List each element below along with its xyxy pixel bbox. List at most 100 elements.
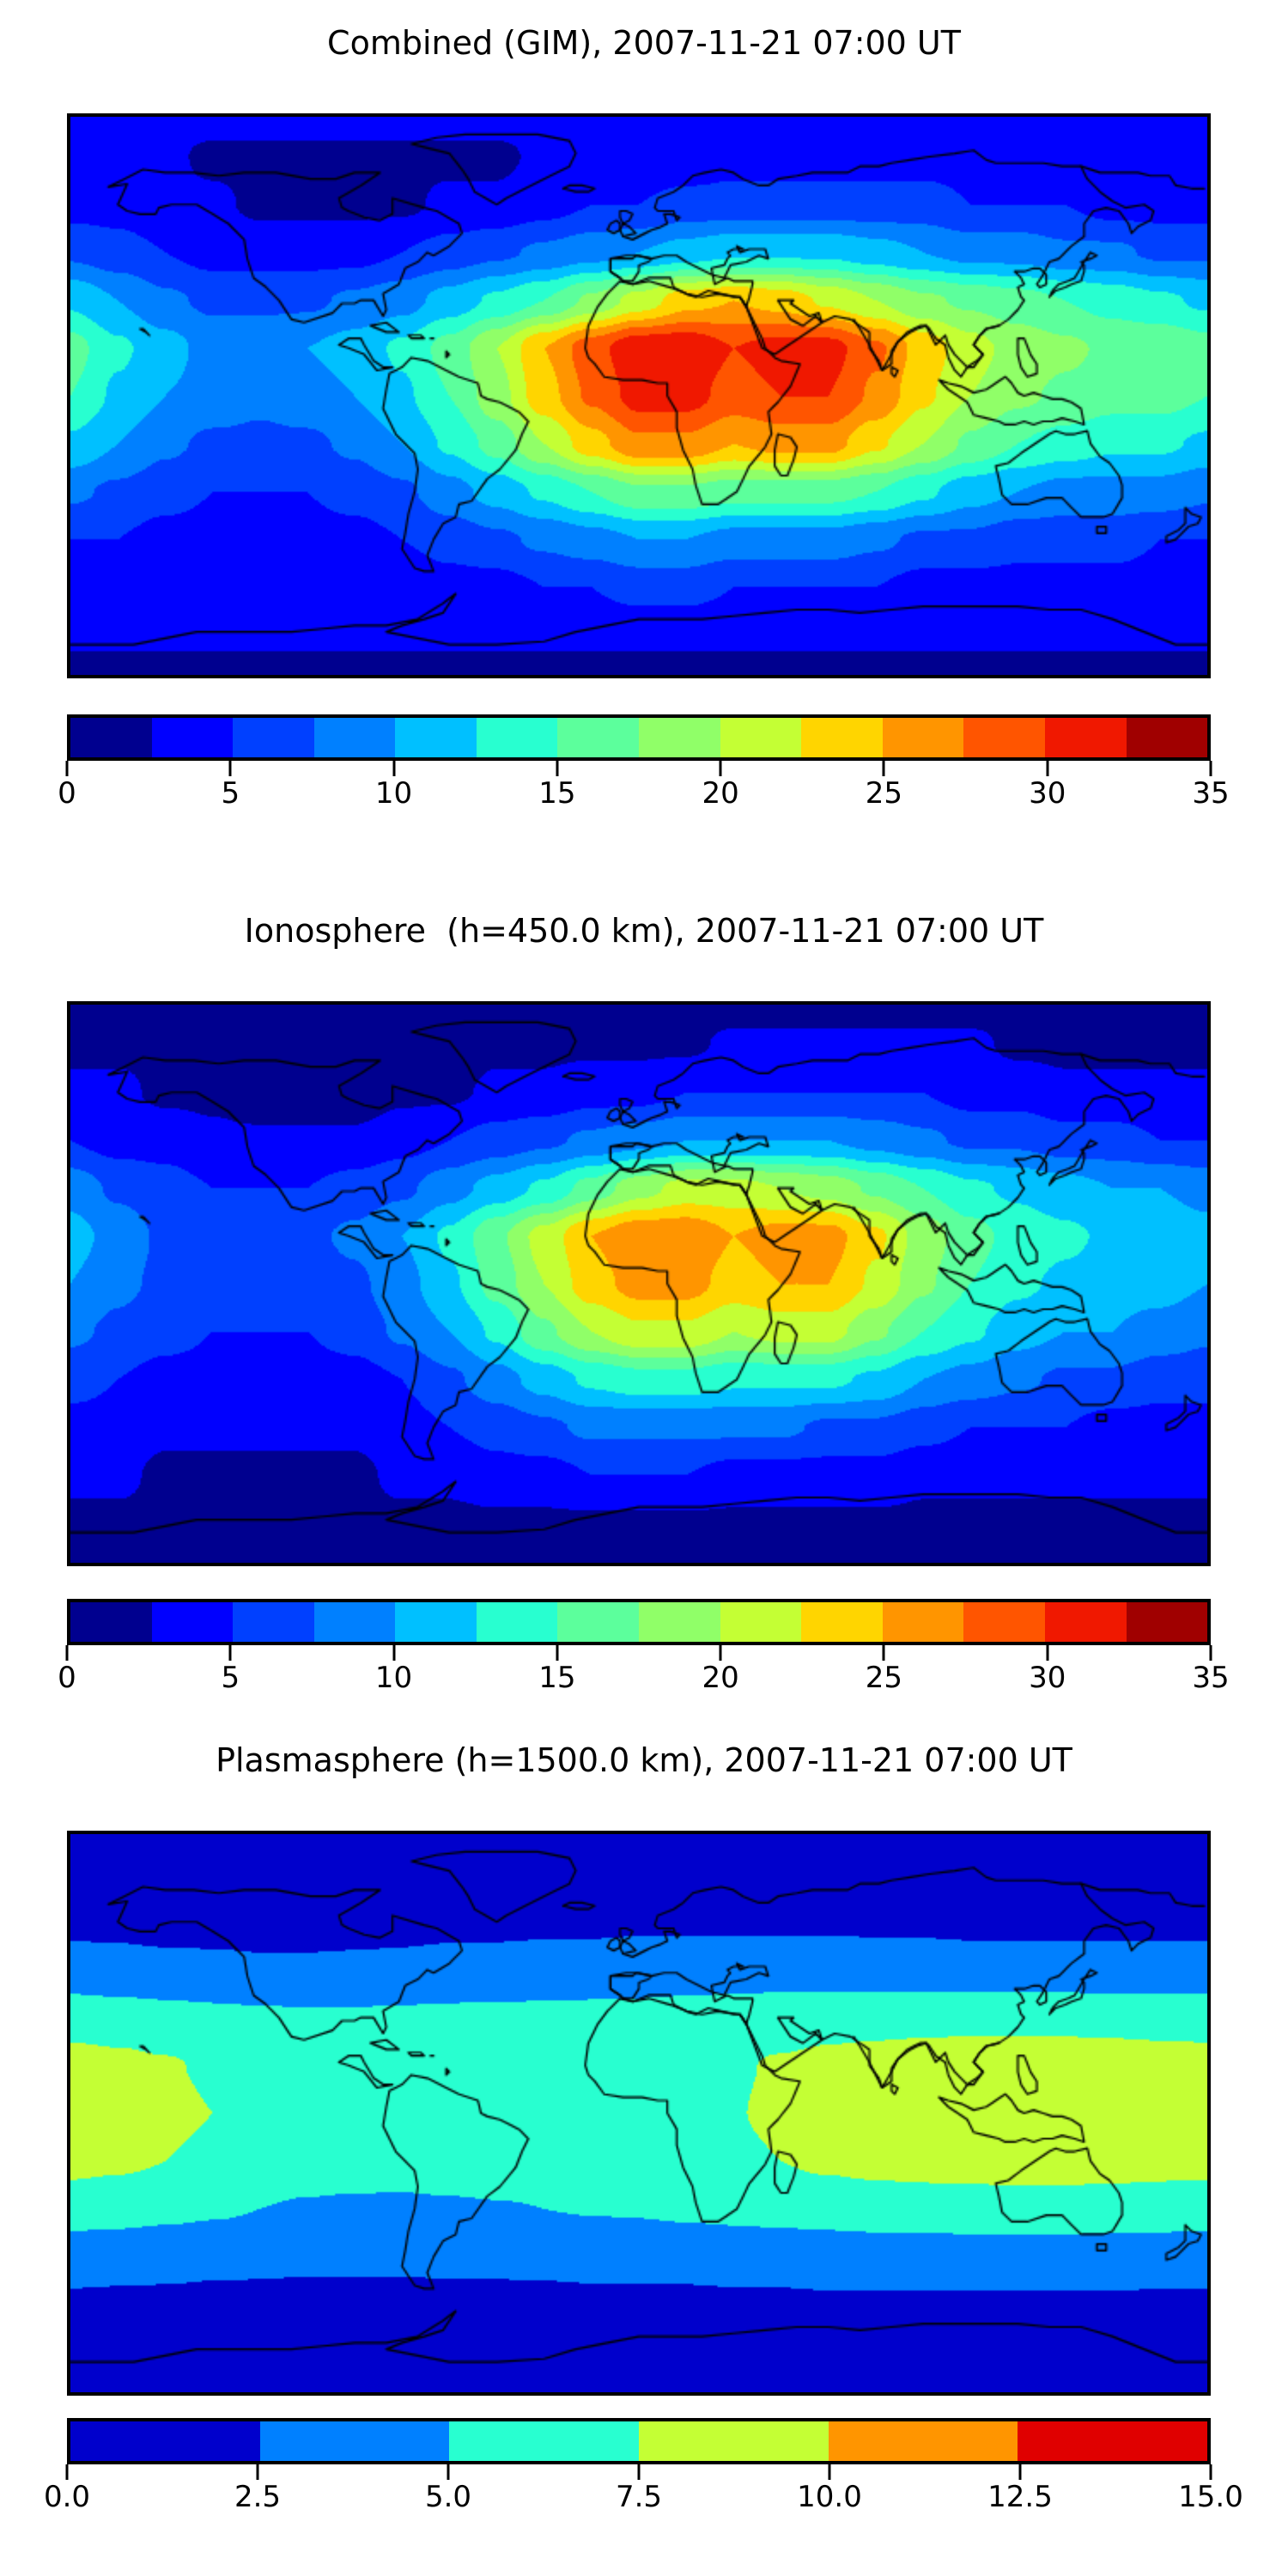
map-canvas-combined [70,117,1207,675]
colorbar-tick [228,761,232,776]
map-ionosphere [67,1001,1211,1566]
colorbar-segment [151,718,234,757]
colorbar-segment [233,1602,314,1642]
colorbar-segment [828,2421,1018,2461]
colorbar-tick [1046,1645,1049,1661]
map-combined-gim [67,113,1211,678]
map-canvas-ionosphere [70,1005,1207,1563]
colorbar-tick-label: 25 [865,776,903,811]
colorbar-segment [639,1602,720,1642]
map-plasmasphere [67,1831,1211,2396]
colorbar-combined: 0 5 10 15 20 25 30 35 [58,714,1230,816]
colorbar-combined-bands [67,714,1211,761]
panel-combined-gim: Combined (GIM), 2007-11-21 07:00 UT 0 5 10… [0,0,1288,859]
colorbar-tick [65,761,69,776]
colorbar-tick [1209,2464,1212,2480]
colorbar-segment [801,718,883,757]
colorbar-tick-label: 15 [538,776,576,811]
colorbar-plasmasphere-ticks [65,2464,1212,2480]
colorbar-segment [449,2421,640,2461]
colorbar-ionosphere-bands [67,1599,1211,1645]
colorbar-segment [313,1602,396,1642]
colorbar-tick [447,2464,450,2480]
colorbar-tick [65,1645,69,1661]
colorbar-segment [259,2421,450,2461]
colorbar-tick-label: 7.5 [615,2480,663,2514]
colorbar-tick [65,2464,69,2480]
colorbar-tick-label: 35 [1192,1661,1230,1695]
colorbar-tick [882,761,885,776]
colorbar-tick [1209,761,1212,776]
panel-title-plasmasphere: Plasmasphere (h=1500.0 km), 2007-11-21 0… [216,1741,1072,1779]
colorbar-segment [1044,1602,1127,1642]
colorbar-tick-label: 30 [1029,1661,1066,1695]
colorbar-segment [233,718,314,757]
colorbar-tick-label: 2.5 [234,2480,282,2514]
colorbar-tick [1209,1645,1212,1661]
colorbar-ionosphere-ticks [65,1645,1212,1661]
colorbar-tick-label: 0 [58,1661,76,1695]
colorbar-tick [1046,761,1049,776]
colorbar-tick-label: 12.5 [987,2480,1053,2514]
panel-title-combined: Combined (GIM), 2007-11-21 07:00 UT [327,24,961,62]
panel-ionosphere: Ionosphere (h=450.0 km), 2007-11-21 07:0… [0,859,1288,1717]
colorbar-tick-label: 20 [702,1661,739,1695]
colorbar-tick-label: 5.0 [424,2480,472,2514]
colorbar-combined-ticks [65,761,1212,776]
colorbar-segment [963,718,1045,757]
colorbar-tick [882,1645,885,1661]
colorbar-tick-label: 10.0 [797,2480,862,2514]
colorbar-tick-label: 35 [1192,776,1230,811]
colorbar-tick [392,761,396,776]
colorbar-segment [476,718,558,757]
panel-plasmasphere: Plasmasphere (h=1500.0 km), 2007-11-21 0… [0,1717,1288,2576]
colorbar-plasmasphere-labels: 0.0 2.5 5.0 7.5 10.0 12.5 15.0 [44,2480,1243,2519]
colorbar-tick [556,761,559,776]
colorbar-tick [228,1645,232,1661]
colorbar-segment [395,1602,477,1642]
colorbar-segment [720,718,802,757]
colorbar-segment [963,1602,1045,1642]
colorbar-tick [256,2464,259,2480]
colorbar-segment [151,1602,234,1642]
colorbar-tick [719,1645,722,1661]
colorbar-tick [392,1645,396,1661]
colorbar-segment [882,718,964,757]
colorbar-tick-label: 0 [58,776,76,811]
colorbar-tick [719,761,722,776]
colorbar-segment [557,1602,640,1642]
colorbar-segment [1018,2421,1208,2461]
map-canvas-plasmasphere [70,1834,1207,2392]
colorbar-segment [639,2421,829,2461]
colorbar-tick-label: 10 [374,1661,413,1695]
colorbar-segment [882,1602,964,1642]
colorbar-segment [70,2421,260,2461]
colorbar-tick-label: 20 [702,776,739,811]
colorbar-segment [70,1602,152,1642]
colorbar-segment [476,1602,558,1642]
colorbar-ionosphere: 0 5 10 15 20 25 30 35 [58,1599,1230,1700]
colorbar-tick [828,2464,831,2480]
colorbar-segment [801,1602,883,1642]
colorbar-segment [1126,1602,1208,1642]
colorbar-combined-labels: 0 5 10 15 20 25 30 35 [58,776,1229,816]
colorbar-tick-label: 5 [221,776,240,811]
colorbar-tick-label: 30 [1029,776,1066,811]
colorbar-segment [557,718,640,757]
colorbar-segment [639,718,720,757]
colorbar-segment [70,718,152,757]
colorbar-tick-label: 5 [221,1661,240,1695]
colorbar-tick-label: 10 [374,776,413,811]
colorbar-tick [1018,2464,1022,2480]
colorbar-tick-label: 15 [538,1661,576,1695]
colorbar-tick-label: 25 [865,1661,903,1695]
colorbar-plasmasphere-bands [67,2418,1211,2464]
panel-title-ionosphere: Ionosphere (h=450.0 km), 2007-11-21 07:0… [244,912,1044,950]
colorbar-segment [720,1602,802,1642]
colorbar-plasmasphere: 0.0 2.5 5.0 7.5 10.0 12.5 15.0 [44,2418,1243,2519]
colorbar-segment [395,718,477,757]
colorbar-segment [1126,718,1208,757]
colorbar-ionosphere-labels: 0 5 10 15 20 25 30 35 [58,1661,1229,1700]
colorbar-tick [637,2464,641,2480]
